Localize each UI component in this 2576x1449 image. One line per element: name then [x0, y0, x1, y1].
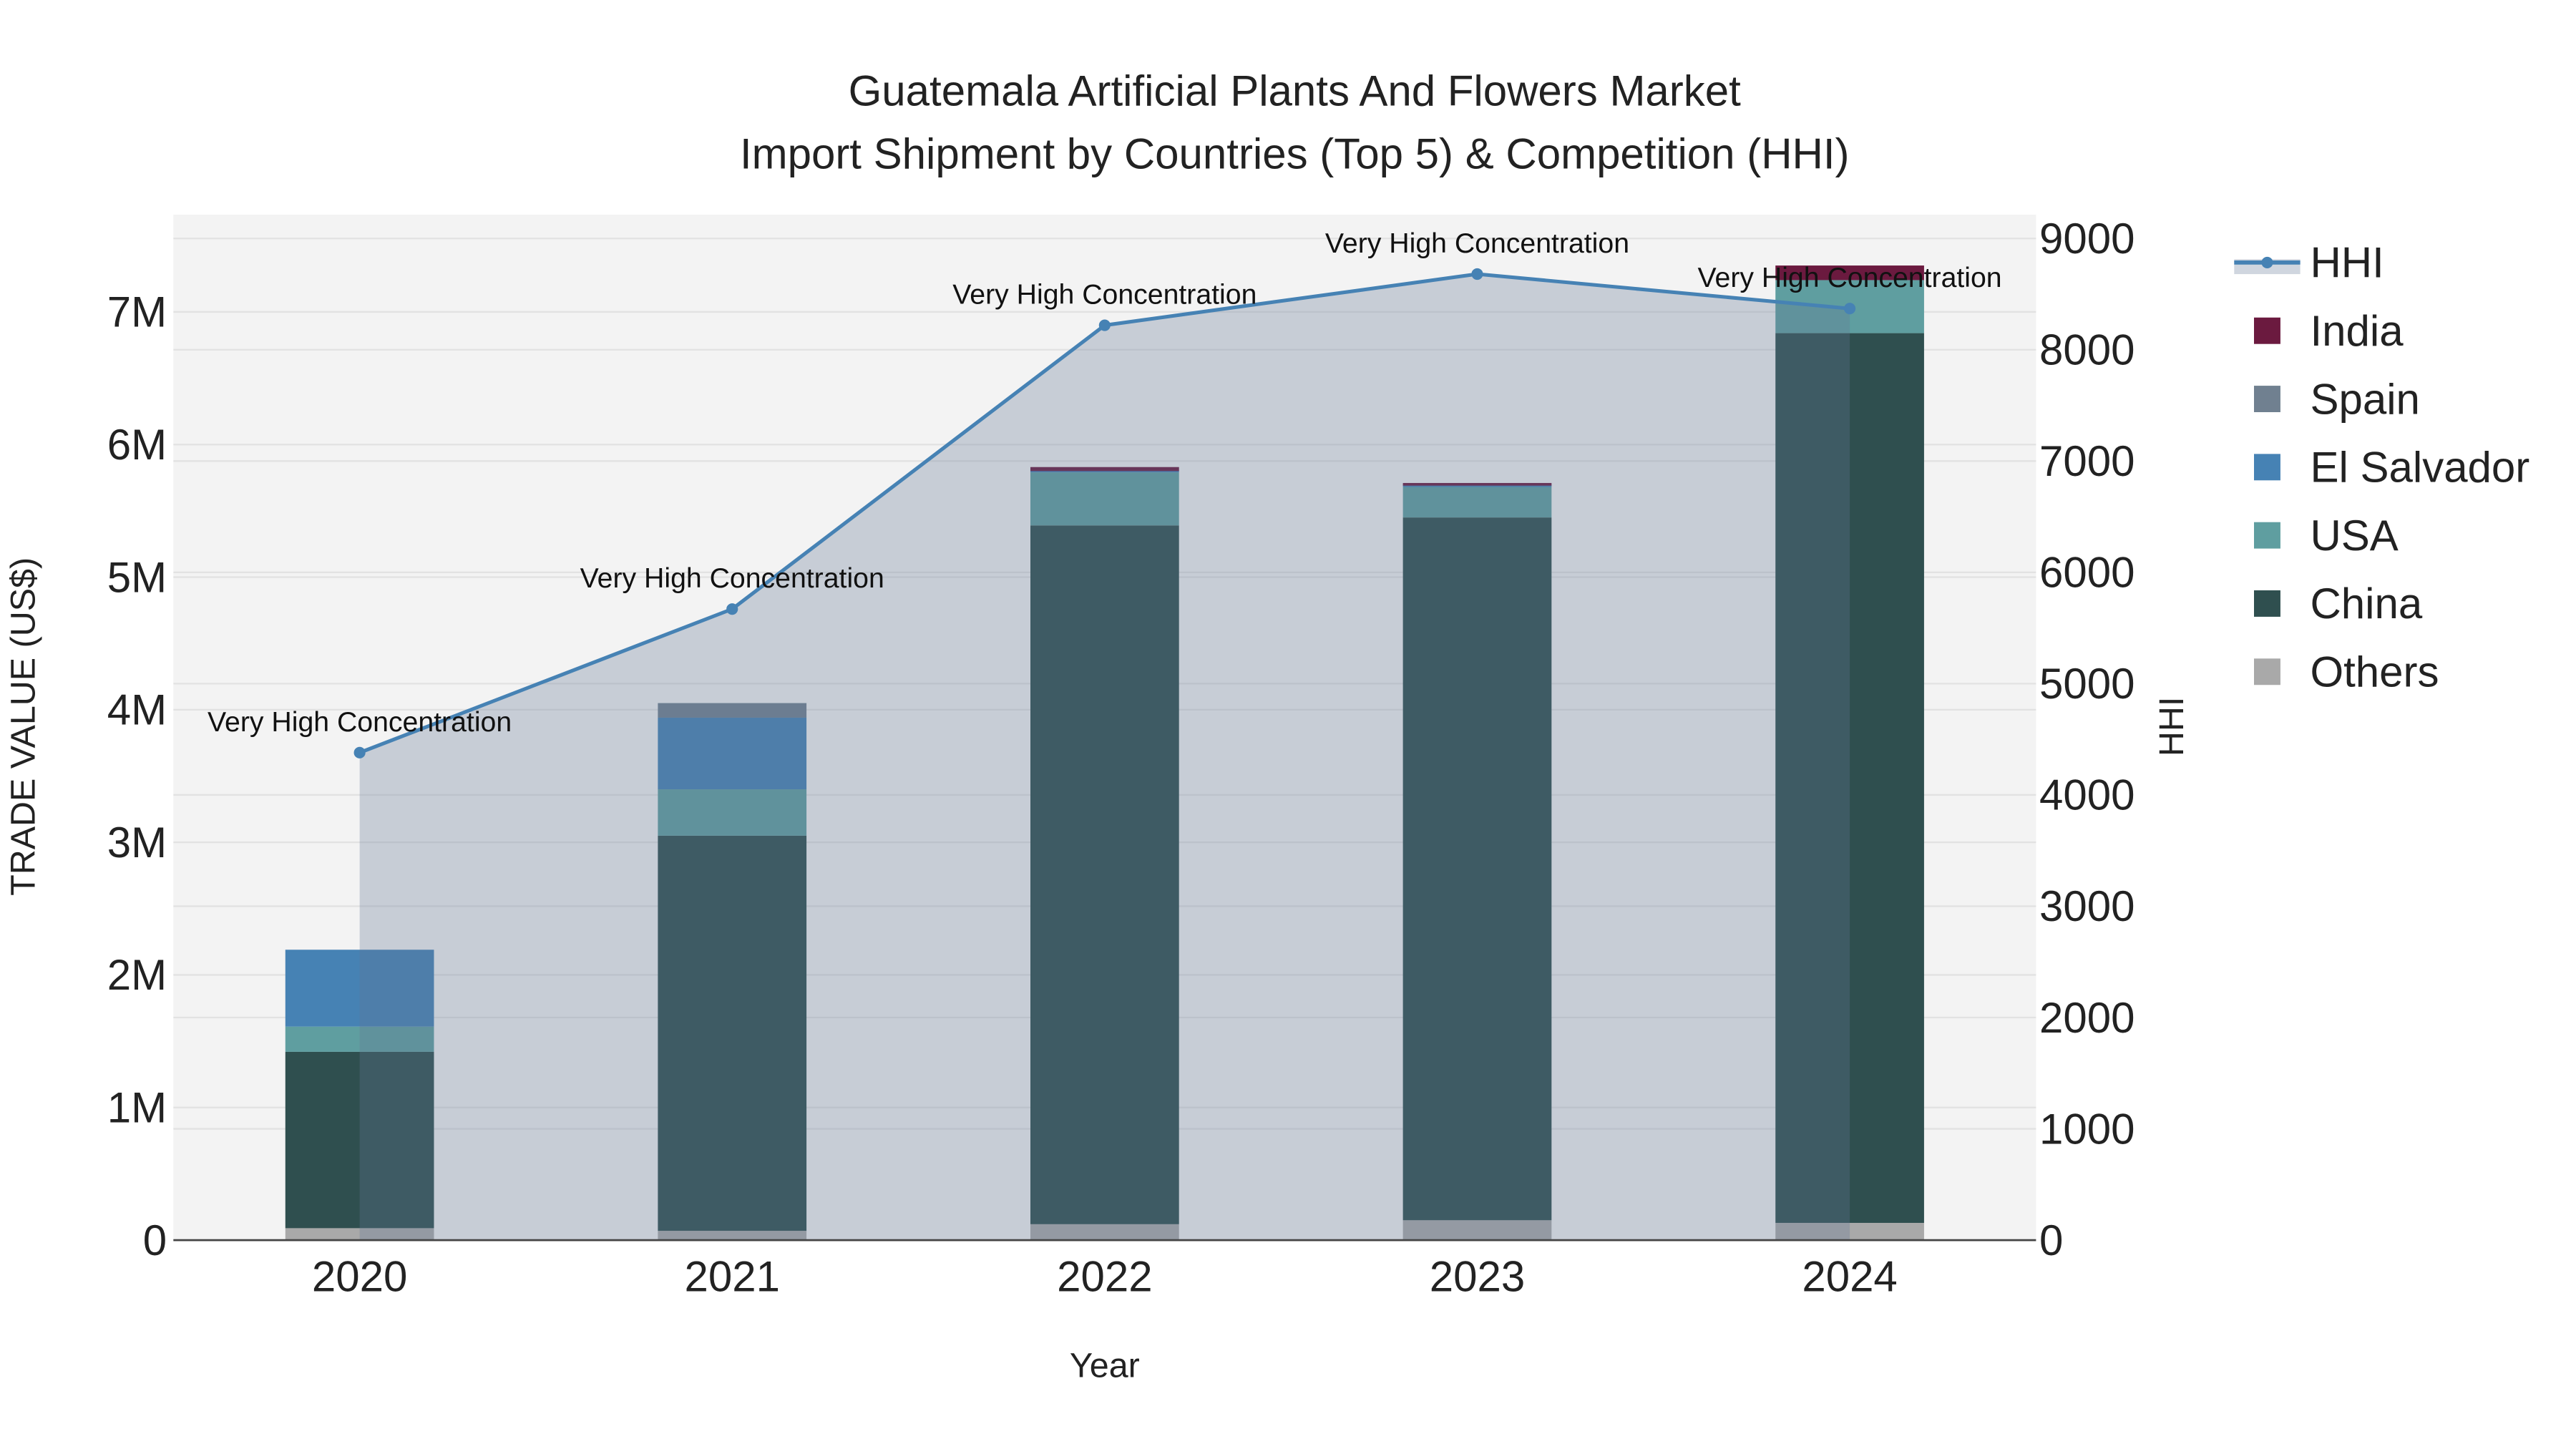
bar-usa-2021: [658, 789, 807, 836]
bar-china-2022: [1030, 525, 1179, 1224]
bar-usa-2020: [285, 1026, 434, 1052]
bar-others-2023: [1402, 1220, 1552, 1241]
hhi-annotation: Very High Concentration: [208, 706, 512, 738]
legend-item-others: Others: [2254, 648, 2439, 696]
legend-label: China: [2310, 580, 2422, 628]
legend-swatch: [2254, 658, 2280, 686]
y2-tick-label: 1000: [2039, 1105, 2135, 1153]
y2-axis-label: HHI: [2152, 697, 2191, 756]
y2-tick-label: 2000: [2039, 994, 2135, 1042]
legend-item-spain: Spain: [2254, 375, 2420, 423]
x-axis-label: Year: [1070, 1347, 1140, 1385]
bars: [285, 265, 1924, 1241]
bar-china-2021: [658, 835, 807, 1231]
x-tick-label: 2022: [1057, 1253, 1152, 1301]
hhi-point-2023: [1471, 268, 1483, 280]
legend-swatch: [2254, 590, 2280, 617]
x-tick-label: 2020: [312, 1253, 407, 1301]
y-axis-label: TRADE VALUE (US$): [4, 557, 42, 896]
legend-swatch: [2254, 386, 2280, 412]
bar-el-salvador-2021: [658, 717, 807, 790]
bar-spain-2021: [658, 703, 807, 718]
y2-tick-label: 8000: [2039, 326, 2135, 374]
legend-label: India: [2310, 307, 2404, 355]
hhi-point-2021: [726, 603, 738, 615]
legend-hhi-marker: [2261, 256, 2273, 268]
hhi-annotation: Very High Concentration: [952, 279, 1257, 311]
x-tick-label: 2024: [1802, 1253, 1897, 1301]
y-tick-label: 2M: [107, 951, 167, 999]
hhi-annotation: Very High Concentration: [1325, 228, 1629, 259]
y2-tick-label: 7000: [2039, 437, 2135, 485]
y-tick-label: 5M: [107, 553, 167, 601]
legend-item-india: India: [2254, 307, 2404, 355]
y2-tick-label: 0: [2039, 1216, 2063, 1264]
hhi-area: [359, 274, 1850, 1241]
legend-item-usa: USA: [2254, 512, 2399, 560]
x-tick-label: 2023: [1430, 1253, 1525, 1301]
legend-label: USA: [2310, 512, 2398, 560]
hhi-point-2024: [1844, 303, 1856, 315]
bar-india-2022: [1030, 467, 1179, 472]
x-axis-ticks: 2020 2021 2022 2023 2024: [312, 1253, 1898, 1301]
legend-label: HHI: [2310, 239, 2384, 287]
y-tick-label: 7M: [107, 288, 167, 336]
bar-others-2021: [658, 1231, 807, 1241]
y-tick-label: 6M: [107, 421, 167, 469]
legend-swatch: [2254, 522, 2280, 549]
bar-el-salvador-2022: [1030, 469, 1179, 473]
y2-tick-label: 9000: [2039, 215, 2135, 263]
chart-title-line2: Import Shipment by Countries (Top 5) & C…: [740, 130, 1850, 177]
y2-axis-ticks: 0 1000 2000 3000 4000 5000 6000 7000 8000 9000: [2039, 215, 2135, 1264]
legend-swatch: [2254, 317, 2280, 344]
hhi-point-2022: [1098, 319, 1111, 331]
legend-item-china: China: [2254, 580, 2423, 628]
y-tick-label: 4M: [107, 686, 167, 734]
bar-india-2024: [1775, 265, 1924, 280]
bar-others-2020: [285, 1228, 434, 1241]
hhi-point-2020: [353, 746, 366, 758]
bar-china-2024: [1775, 333, 1924, 1223]
bar-china-2020: [285, 1051, 434, 1229]
bar-others-2024: [1775, 1222, 1924, 1241]
legend-item-el-salvador: El Salvador: [2254, 444, 2529, 492]
y2-tick-label: 3000: [2039, 882, 2135, 930]
y-tick-label: 3M: [107, 819, 167, 867]
legend-label: El Salvador: [2310, 444, 2529, 492]
y2-tick-label: 6000: [2039, 549, 2135, 597]
legend: HHI India Spain El Salvador USA China Others: [2234, 239, 2529, 696]
y-tick-label: 0: [143, 1216, 167, 1264]
x-tick-label: 2021: [684, 1253, 779, 1301]
chart-title-line1: Guatemala Artificial Plants And Flowers …: [849, 67, 1741, 115]
y-tick-label: 1M: [107, 1084, 167, 1132]
bar-china-2023: [1402, 517, 1552, 1221]
hhi-series: Very High Concentration Very High Concent…: [208, 228, 2002, 1241]
bar-india-2023: [1402, 482, 1552, 486]
legend-label: Spain: [2310, 375, 2419, 423]
legend-label: Others: [2310, 648, 2439, 696]
legend-item-hhi: HHI: [2234, 239, 2384, 287]
y2-tick-label: 4000: [2039, 771, 2135, 819]
y-axis-ticks: 0 1M 2M 3M 4M 5M 6M 7M: [107, 288, 167, 1264]
legend-swatch: [2254, 454, 2280, 481]
bar-usa-2022: [1030, 472, 1179, 526]
bar-others-2022: [1030, 1224, 1179, 1241]
y2-tick-label: 5000: [2039, 660, 2135, 708]
bar-el-salvador-2023: [1402, 484, 1552, 487]
hhi-annotation: Very High Concentration: [580, 562, 884, 594]
bar-el-salvador-2020: [285, 950, 434, 1027]
bar-usa-2023: [1402, 487, 1552, 518]
hhi-annotation: Very High Concentration: [1698, 262, 2002, 293]
